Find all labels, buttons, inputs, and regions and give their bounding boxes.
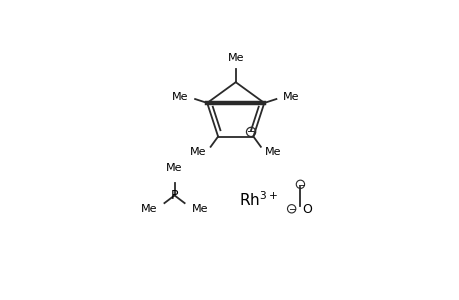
Text: Me: Me [282, 92, 299, 102]
Text: Me: Me [227, 52, 243, 63]
Text: Rh$^{3+}$: Rh$^{3+}$ [239, 191, 278, 209]
Text: Me: Me [191, 204, 208, 214]
Text: Me: Me [172, 92, 188, 102]
Text: O: O [301, 203, 311, 216]
Text: Me: Me [264, 147, 281, 158]
Text: P: P [170, 189, 178, 202]
Text: −: − [296, 180, 303, 189]
Text: Me: Me [166, 164, 182, 173]
Text: −: − [287, 204, 295, 213]
Text: Me: Me [190, 147, 206, 158]
Text: −: − [246, 127, 255, 137]
Text: Me: Me [140, 204, 157, 214]
